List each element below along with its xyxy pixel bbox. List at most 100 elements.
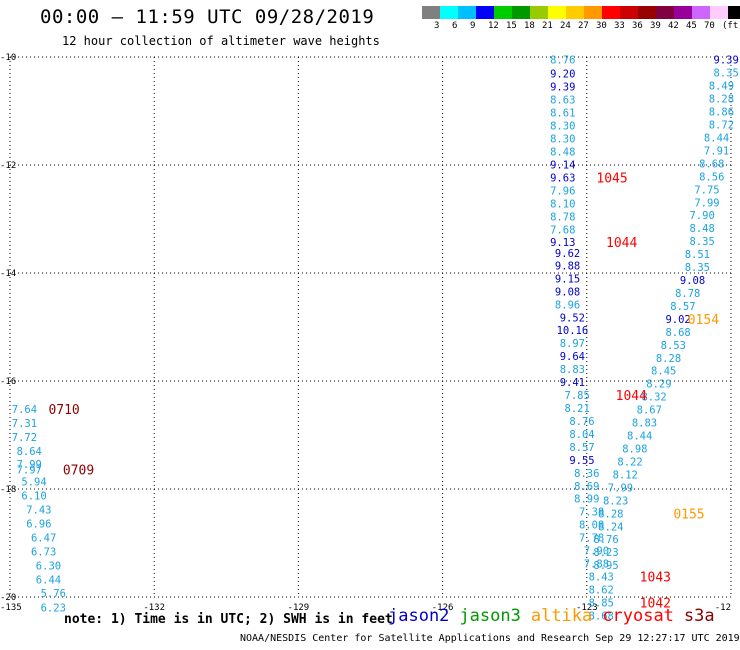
satellite-legend-s3a: s3a [683,606,715,626]
wave-height-value: 8.68 [589,610,614,622]
wave-height-value: 8.51 [685,249,710,261]
wave-height-value: 8.69 [574,481,599,493]
color-scale-label: 18 [524,21,535,31]
pass-time-label: 0709 [63,464,94,479]
wave-height-value: 9.08 [555,286,580,298]
color-scale-label: (ft) [722,21,740,31]
wave-height-value: 8.63 [550,95,575,107]
wave-height-value: 9.39 [550,82,575,94]
wave-height-value: 8.30 [550,121,575,133]
wave-height-value: 8.35 [685,262,710,274]
color-swatch [728,6,740,19]
wave-height-value: 8.61 [550,108,575,120]
wave-height-value: 6.10 [21,490,46,502]
color-swatch [458,6,476,19]
wave-height-value: 8.48 [690,223,715,235]
pass-time-label: 1043 [640,570,671,585]
wave-height-value: 7.31 [12,418,37,430]
wave-height-value: 8.98 [622,444,647,456]
wave-height-value: 7.78 [579,533,604,545]
wave-height-value: 7.90 [690,210,715,222]
color-swatch [548,6,566,19]
wave-height-value: 9.20 [550,69,575,81]
longitude-label: -12 [715,603,731,613]
wave-height-value: 8.76 [550,55,575,67]
wave-height-value: 8.30 [550,134,575,146]
wave-height-value: 7.99 [694,197,719,209]
wave-height-value: 8.28 [656,353,681,365]
wave-height-value: 6.44 [36,575,61,587]
wave-height-value: 7.97 [17,465,42,477]
wave-height-value: 8.04 [569,429,594,441]
wave-height-value: 9.39 [714,55,739,67]
wave-height-value: 7.64 [12,404,37,416]
wave-height-value: 8.53 [661,340,686,352]
wave-height-value: 8.44 [704,132,729,144]
wave-height-value: 7.99 [17,459,42,471]
latitude-label: -14 [0,269,16,279]
wave-height-value: 8.28 [709,94,734,106]
satellite-legend-jason2: jason2 [388,606,450,626]
wave-height-value: 9.41 [560,377,585,389]
wave-height-value: 8.78 [675,288,700,300]
color-swatch [710,6,728,19]
wave-height-value: 6.47 [31,533,56,545]
wave-height-value: 8.68 [665,327,690,339]
wave-height-value: 8.32 [641,392,666,404]
wave-height-value: 8.23 [593,547,618,559]
pass-time-label: 1042 [640,596,671,611]
wave-height-value: 8.49 [709,81,734,93]
map-subtitle: 12 hour collection of altimeter wave hei… [62,34,380,48]
color-scale-label: 3 [434,21,440,31]
color-swatch [692,6,710,19]
color-scale-label: 12 [488,21,499,31]
color-swatch [512,6,530,19]
track-time-labels: 0710070910451044104410431042015401550 [48,171,719,611]
wave-height-value: 8.21 [565,403,590,415]
latitude-label: -18 [0,485,16,495]
wave-height-value: 7.43 [26,505,51,517]
wave-height-value: 5.94 [21,476,46,488]
pass-time-label: 0710 [48,403,79,418]
wave-height-value: 7.75 [694,184,719,196]
satellite-legend: jason2 jason3 altika cryosat s3a [388,606,725,626]
color-scale-label: 70 [704,21,715,31]
longitude-label: -129 [288,603,310,613]
wave-height-value: 7.88 [584,559,609,571]
wave-height-value: 8.12 [613,469,638,481]
footer-credit: NOAA/NESDIS Center for Satellite Applica… [240,633,740,644]
color-scale-swatches [422,6,740,19]
latitude-label: -10 [0,53,16,63]
wave-height-value: 8.76 [593,534,618,546]
wave-height-value: 9.14 [550,159,575,171]
color-scale-label: 6 [452,21,458,31]
color-scale-label: 9 [470,21,476,31]
wave-height-value: 8.29 [646,379,671,391]
color-scale-label: 42 [668,21,679,31]
color-swatch [602,6,620,19]
color-swatch [584,6,602,19]
wave-height-value: 8.96 [555,299,580,311]
latitude-label: -16 [0,377,16,387]
wave-height-value: 8.85 [589,597,614,609]
pass-time-label: 1045 [596,171,627,186]
wave-height-value: 7.91 [704,145,729,157]
color-swatch [530,6,548,19]
wave-height-value: 8.43 [589,571,614,583]
wave-height-value: 7.68 [550,224,575,236]
color-swatch [620,6,638,19]
color-swatch [476,6,494,19]
wave-height-value: 8.48 [550,147,575,159]
color-swatch [494,6,512,19]
footer-note: note: 1) Time is in UTC; 2) SWH is in fe… [64,612,393,627]
wave-height-value: 8.97 [560,338,585,350]
wave-height-value: 6.23 [41,602,66,614]
wave-height-value: 8.35 [714,68,739,80]
wave-height-value: 8.83 [632,418,657,430]
wave-height-value: 6.30 [36,561,61,573]
wave-height-value: 8.22 [617,456,642,468]
wave-height-value: 8.45 [651,366,676,378]
wave-height-value: 7.38 [579,507,604,519]
wave-height-value: 8.28 [598,508,623,520]
